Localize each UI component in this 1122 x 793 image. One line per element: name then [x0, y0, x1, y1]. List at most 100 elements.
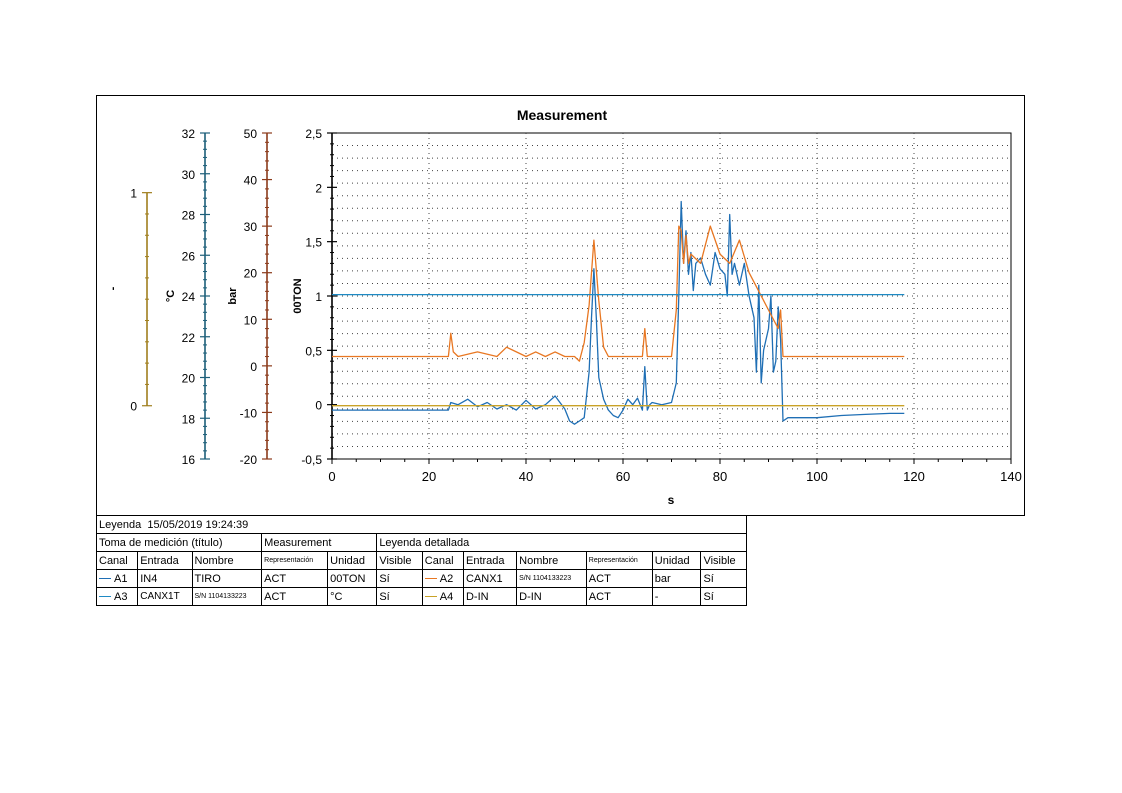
- y-tick-label: 18: [182, 412, 196, 426]
- grid: [331, 132, 1012, 460]
- channel-cell: A2: [421, 569, 464, 588]
- y-axis-label-temp: °C: [165, 290, 177, 302]
- x-tick-label: 120: [903, 469, 925, 484]
- rep-cell: ACT: [585, 569, 653, 588]
- y-tick-label: 0: [315, 399, 322, 413]
- col-unidad: Unidad: [327, 551, 378, 570]
- channel-id: A4: [439, 590, 454, 603]
- legend-header: Leyenda 15/05/2019 19:24:39: [96, 515, 747, 534]
- channel-id: A1: [114, 572, 128, 585]
- y-tick-label: 2,5: [305, 127, 322, 141]
- y-tick-label: 0,5: [305, 344, 322, 358]
- y-tick-label: 2: [315, 181, 322, 195]
- y-tick-label: -20: [240, 453, 258, 467]
- y-tick-label: 30: [182, 168, 196, 182]
- col-representacion-2: Representación: [585, 551, 653, 570]
- y-tick-label: 20: [244, 267, 258, 281]
- input-cell: CANX1: [462, 569, 518, 588]
- x-tick-label: 140: [1000, 469, 1022, 484]
- col-nombre: Nombre: [191, 551, 263, 570]
- input-cell: CANX1T: [137, 587, 193, 606]
- y-tick-label: 1,5: [305, 236, 322, 250]
- channel-id: A3: [114, 590, 128, 603]
- series-line-1: [332, 225, 905, 362]
- legend-label: Leyenda: [99, 518, 142, 531]
- series-line-0: [332, 200, 905, 425]
- legend-header-row: Leyenda 15/05/2019 19:24:39: [96, 515, 747, 534]
- y-axis-label-dig: -: [107, 286, 119, 290]
- visible-cell: Sí: [376, 569, 423, 588]
- channel-cell: A3: [95, 587, 139, 606]
- legend-timestamp: 15/05/2019 19:24:39: [147, 518, 249, 531]
- unit-cell: 00TON: [327, 569, 378, 588]
- legend-detail-label: Leyenda detallada: [376, 533, 747, 552]
- x-tick-label: 0: [328, 469, 335, 484]
- legend-title-row: Toma de medición (título) Measurement Le…: [95, 533, 747, 552]
- y-tick-label: 20: [182, 372, 196, 386]
- x-tick-label: 80: [713, 469, 727, 484]
- rep-cell: ACT: [261, 569, 329, 588]
- y-tick-label: 22: [182, 331, 196, 345]
- legend-row: A1 IN4 TIRO ACT 00TON Sí A2 CANX1 S/N 11…: [95, 569, 747, 588]
- series-swatch: [99, 596, 111, 598]
- y-tick-label: -10: [240, 406, 258, 420]
- x-axis: 0 20 40 60 80 100 120 140: [328, 459, 1022, 484]
- y-tick-label: 30: [244, 220, 258, 234]
- y-tick-label: 1: [315, 290, 322, 304]
- col-nombre-2: Nombre: [516, 551, 587, 570]
- x-axis-label: s: [668, 493, 675, 507]
- col-canal-2: Canal: [421, 551, 464, 570]
- col-entrada: Entrada: [137, 551, 193, 570]
- col-entrada-2: Entrada: [462, 551, 518, 570]
- col-canal: Canal: [95, 551, 139, 570]
- y-axis-label-bar: bar: [227, 287, 239, 305]
- legend-title-label: Toma de medición (título): [95, 533, 263, 552]
- series-swatch: [424, 596, 437, 598]
- channel-id: A2: [439, 572, 454, 585]
- x-tick-label: 100: [806, 469, 828, 484]
- y-tick-label: 26: [182, 249, 196, 263]
- unit-cell: °C: [327, 587, 378, 606]
- input-cell: D-IN: [462, 587, 518, 606]
- y-axes: 01-161820222426283032°C-20-1001020304050…: [107, 127, 337, 467]
- legend-row: A3 CANX1T S/N 1104133223 ACT °C Sí A4 D-…: [95, 587, 747, 606]
- y-tick-label: 40: [244, 174, 258, 188]
- channel-cell: A4: [421, 587, 464, 606]
- series-group: [332, 200, 905, 425]
- y-tick-label: 10: [244, 313, 258, 327]
- input-cell: IN4: [137, 569, 193, 588]
- x-tick-label: 40: [519, 469, 533, 484]
- x-tick-label: 20: [422, 469, 436, 484]
- unit-cell: -: [651, 587, 702, 606]
- y-axis-label-ton: 00TON: [292, 278, 304, 313]
- col-unidad-2: Unidad: [651, 551, 702, 570]
- legend-title-value: Measurement: [261, 533, 378, 552]
- name-cell: D-IN: [516, 587, 587, 606]
- col-representacion: Representación: [261, 551, 329, 570]
- visible-cell: Sí: [376, 587, 423, 606]
- col-visible-2: Visible: [700, 551, 747, 570]
- y-tick-label: 0: [250, 360, 257, 374]
- rep-cell: ACT: [261, 587, 329, 606]
- rep-cell: ACT: [585, 587, 653, 606]
- chart-frame: Measurement s 0 1-16 18 20 22 24 26 28 30 32 °C -20…: [96, 95, 1025, 516]
- visible-cell: Sí: [700, 587, 747, 606]
- visible-cell: Sí: [700, 569, 747, 588]
- y-tick-label: 28: [182, 209, 196, 223]
- y-tick-label: -0,5: [301, 453, 322, 467]
- measurement-chart: Measurement s 01-161820222426283032°C-20…: [107, 107, 1022, 507]
- col-visible: Visible: [376, 551, 423, 570]
- unit-cell: bar: [651, 569, 702, 588]
- y-tick-label: 16: [182, 453, 196, 467]
- y-tick-label: 0: [130, 400, 137, 414]
- channel-cell: A1: [95, 569, 139, 588]
- x-tick-label: 60: [616, 469, 630, 484]
- chart-title: Measurement: [517, 107, 608, 123]
- legend-table: Leyenda 15/05/2019 19:24:39 Toma de medi…: [95, 515, 747, 606]
- y-tick-label: 24: [182, 290, 196, 304]
- name-cell: TIRO: [191, 569, 263, 588]
- name-cell: S/N 1104133223: [516, 569, 587, 588]
- y-tick-label: 32: [182, 127, 196, 141]
- name-cell: S/N 1104133223: [191, 587, 263, 606]
- y-tick-label: 50: [244, 127, 258, 141]
